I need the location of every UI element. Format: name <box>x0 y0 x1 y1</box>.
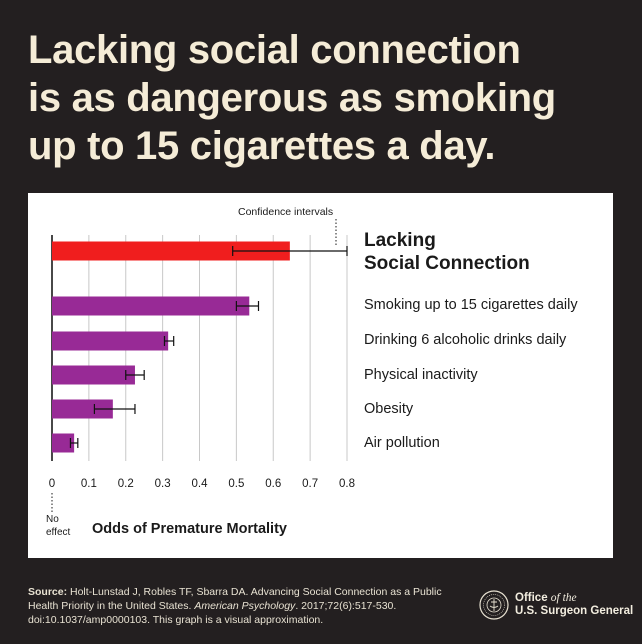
category-label: Obesity <box>364 401 414 417</box>
source-text-1: Holt-Lunstad J, Robles TF, Sbarra DA. Ad… <box>28 586 442 612</box>
x-tick-label: 0.5 <box>228 478 244 490</box>
highlight-label-line-2: Social Connection <box>364 253 530 274</box>
bar <box>52 296 250 316</box>
source-label: Source: <box>28 586 68 598</box>
x-tick-label: 0.6 <box>265 478 281 490</box>
category-label: Drinking 6 alcoholic drinks daily <box>364 332 567 348</box>
x-tick-label: 0.2 <box>118 478 134 490</box>
source-footer: Source: Holt-Lunstad J, Robles TF, Sbarr… <box>28 585 458 627</box>
office-word: Office <box>515 592 548 604</box>
x-tick-label: 0.1 <box>81 478 97 490</box>
x-tick-label: 0 <box>49 478 55 490</box>
x-tick-label: 0.8 <box>339 478 355 490</box>
office-name: U.S. Surgeon General <box>515 605 634 617</box>
office-logo-text: Office of the U.S. Surgeon General <box>515 592 633 618</box>
x-tick-label: 0.3 <box>155 478 171 490</box>
x-axis-title: Odds of Premature Mortality <box>92 521 287 537</box>
category-label: Physical inactivity <box>364 367 478 383</box>
highlight-label-line-1: Lacking <box>364 230 436 251</box>
headline-line-3: up to 15 cigarettes a day. <box>28 124 496 168</box>
source-journal: American Psychology <box>194 600 296 612</box>
headline: Lacking social connection is as dangerou… <box>28 26 628 170</box>
office-of-the: of the <box>550 592 577 604</box>
headline-line-2: is as dangerous as smoking <box>28 76 556 120</box>
no-effect-annotation: No effect <box>46 513 70 539</box>
no-effect-line-1: No <box>46 514 59 525</box>
x-tick-label: 0.4 <box>192 478 209 490</box>
chart-card: 0 0.1 0.2 0.3 0.4 0.5 0.6 0.7 0.8 Confidence int… <box>28 193 613 558</box>
surgeon-general-seal-icon <box>479 590 509 620</box>
no-effect-line-2: effect <box>46 527 71 538</box>
bar <box>52 241 290 261</box>
category-label: Smoking up to 15 cigarettes daily <box>364 297 578 313</box>
bar <box>52 433 75 453</box>
headline-line-1: Lacking social connection <box>28 28 521 72</box>
chart-svg: 0 0.1 0.2 0.3 0.4 0.5 0.6 0.7 0.8 <box>49 219 355 513</box>
bar <box>52 399 113 419</box>
bar <box>52 365 135 385</box>
source-text-2: . 2017;72(6):517-530. doi:10.1037/amp000… <box>28 600 397 626</box>
bar <box>52 331 169 351</box>
category-label: Air pollution <box>364 435 440 451</box>
highlight-label: Lacking Social Connection <box>364 229 584 275</box>
x-tick-label: 0.7 <box>302 478 318 490</box>
confidence-intervals-label: Confidence intervals <box>238 206 334 218</box>
